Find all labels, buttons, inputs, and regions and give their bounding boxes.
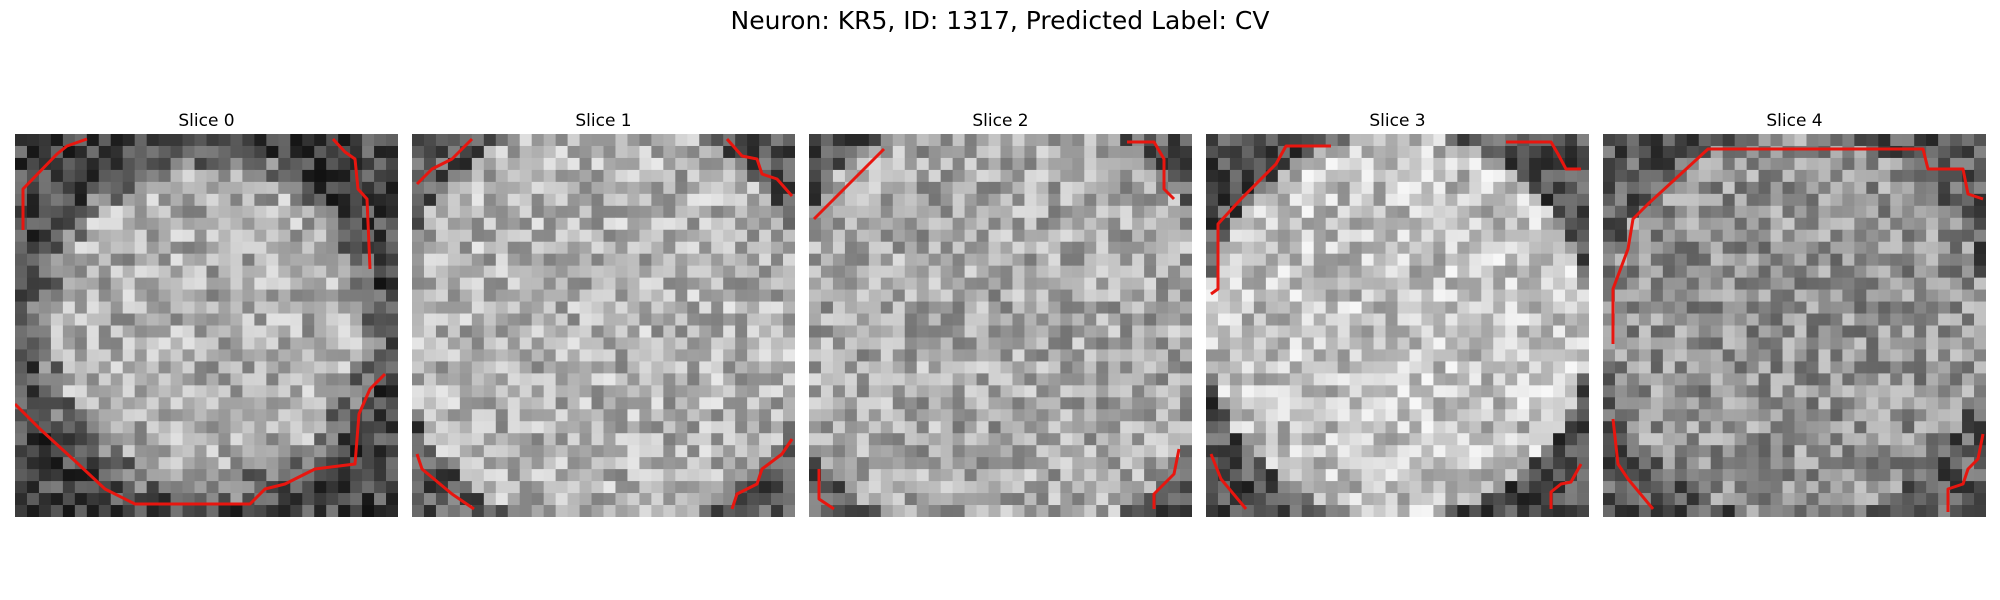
slice-image	[412, 134, 795, 517]
contour-line	[21, 137, 88, 230]
contour-line	[812, 147, 886, 221]
slice-title: Slice 2	[972, 111, 1029, 131]
contour-line	[415, 453, 475, 511]
contour-line	[1209, 453, 1248, 510]
contour-line	[730, 438, 794, 510]
contour-line	[1611, 418, 1655, 510]
contour-line	[415, 137, 474, 186]
contour-line	[15, 372, 387, 506]
contour-line	[725, 138, 794, 197]
contour-line	[1611, 147, 1984, 344]
slice-image	[1206, 134, 1589, 517]
figure-title: Neuron: KR5, ID: 1317, Predicted Label: …	[730, 6, 1270, 35]
slice-panel-4: Slice 4	[1603, 108, 1986, 517]
contour-line	[1506, 140, 1581, 171]
contour-line	[1946, 433, 1985, 512]
slice-image	[1603, 134, 1986, 517]
slice-panel-0: Slice 0	[15, 108, 398, 517]
slice-panel-1: Slice 1	[412, 108, 795, 517]
slice-title: Slice 1	[575, 111, 632, 131]
slice-panel-2: Slice 2	[809, 108, 1192, 517]
slice-image	[809, 134, 1192, 517]
contour-line	[1549, 463, 1583, 509]
slice-title: Slice 0	[178, 111, 235, 131]
contour-line	[1127, 140, 1176, 201]
contour-line	[817, 469, 835, 511]
contour-line	[331, 137, 372, 270]
slice-panel-3: Slice 3	[1206, 108, 1589, 517]
slice-title: Slice 3	[1369, 111, 1426, 131]
slice-title: Slice 4	[1766, 111, 1823, 131]
contour-line	[1152, 448, 1181, 509]
slice-image	[15, 134, 398, 517]
contour-line	[1210, 144, 1331, 296]
